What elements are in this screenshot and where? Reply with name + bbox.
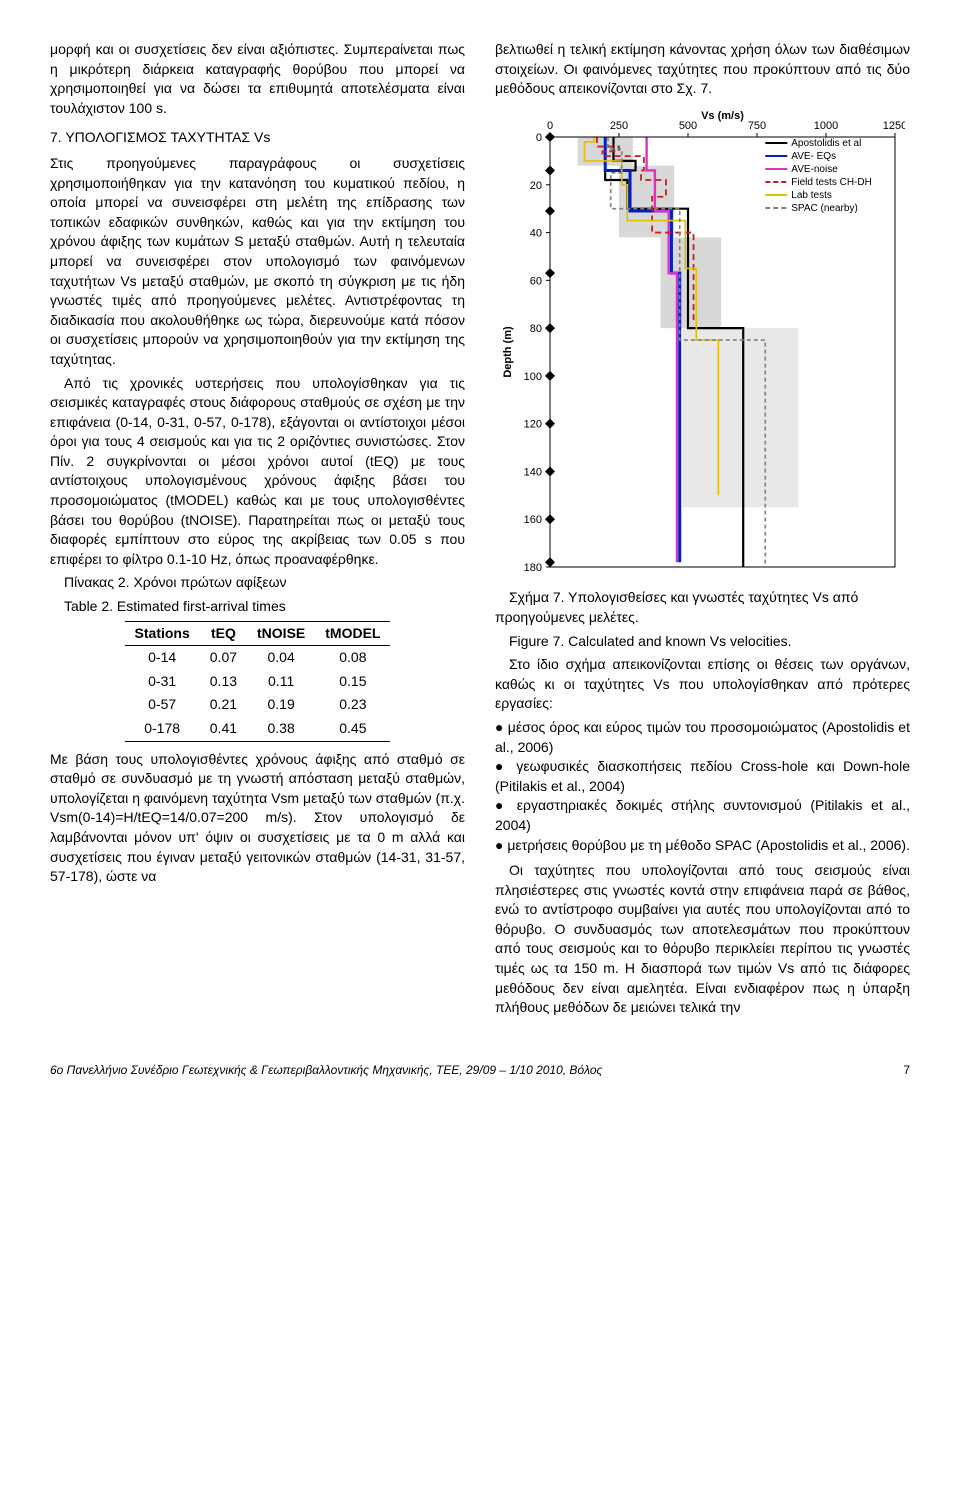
- table-cell: 0.45: [315, 717, 390, 741]
- table-2: Stations tEQ tNOISE tMODEL 0-140.070.040…: [125, 621, 391, 742]
- table-cell: 0.08: [315, 646, 390, 670]
- svg-text:SPAC (nearby): SPAC (nearby): [791, 203, 858, 214]
- page-number: 7: [903, 1062, 910, 1079]
- svg-text:0: 0: [536, 132, 542, 144]
- svg-text:Lab tests: Lab tests: [791, 190, 832, 201]
- table-cell: 0.11: [247, 670, 315, 694]
- svg-text:750: 750: [748, 120, 766, 132]
- left-p1: μορφή και οι συσχετίσεις δεν είναι αξιόπ…: [50, 40, 465, 118]
- left-p2: Στις προηγούμενες παραγράφους οι συσχετί…: [50, 154, 465, 370]
- bullet-item: μετρήσεις θορύβου με τη μέθοδο SPAC (Apo…: [495, 836, 910, 856]
- table-cell: 0.38: [247, 717, 315, 741]
- svg-text:Vs (m/s): Vs (m/s): [701, 110, 744, 122]
- figure-7-caption-el: Σχήμα 7. Υπολογισθείσες και γνωστές ταχύ…: [495, 588, 910, 627]
- table-cell: 0.13: [200, 670, 247, 694]
- right-column: βελτιωθεί η τελική εκτίμηση κάνοντας χρή…: [495, 40, 910, 1022]
- right-p3: Οι ταχύτητες που υπολογίζονται από τους …: [495, 861, 910, 1018]
- svg-text:AVE- EQs: AVE- EQs: [791, 151, 836, 162]
- svg-text:140: 140: [524, 466, 542, 478]
- table-row: 0-140.070.040.08: [125, 646, 391, 670]
- svg-text:250: 250: [610, 120, 628, 132]
- svg-text:20: 20: [530, 180, 542, 192]
- svg-text:40: 40: [530, 227, 542, 239]
- table2-title-el: Πίνακας 2. Χρόνοι πρώτων αφίξεων: [50, 573, 465, 593]
- table-cell: 0-14: [125, 646, 200, 670]
- table-cell: 0.23: [315, 693, 390, 717]
- svg-text:120: 120: [524, 418, 542, 430]
- bullet-item: μέσος όρος και εύρος τιμών του προσο­μοι…: [495, 718, 910, 757]
- vs-depth-chart: Vs (m/s) 0 250 500 750 1000 1250 0 20 40 60 80 100 12…: [495, 107, 905, 577]
- table-cell: 0.04: [247, 646, 315, 670]
- table-row: 0-570.210.190.23: [125, 693, 391, 717]
- bullet-item: γεωφυσικές διασκοπήσεις πεδίου Cross-hol…: [495, 757, 910, 796]
- table-cell: 0-31: [125, 670, 200, 694]
- th-tmodel: tMODEL: [315, 621, 390, 646]
- table-cell: 0.21: [200, 693, 247, 717]
- svg-text:AVE-noise: AVE-noise: [791, 164, 838, 175]
- bullet-list: μέσος όρος και εύρος τιμών του προσο­μοι…: [495, 718, 910, 855]
- bullet-item: εργαστηριακές δοκιμές στήλης συντονισμού…: [495, 796, 910, 835]
- svg-text:1000: 1000: [814, 120, 838, 132]
- svg-text:Field tests CH-DH: Field tests CH-DH: [791, 177, 872, 188]
- figure-7-caption-en: Figure 7. Calculated and known Vs veloci…: [495, 632, 910, 652]
- table-row: 0-1780.410.380.45: [125, 717, 391, 741]
- th-tnoise: tNOISE: [247, 621, 315, 646]
- table-cell: 0.41: [200, 717, 247, 741]
- table-cell: 0-178: [125, 717, 200, 741]
- svg-text:180: 180: [524, 562, 542, 574]
- svg-text:100: 100: [524, 371, 542, 383]
- svg-text:60: 60: [530, 275, 542, 287]
- table2-title-en: Table 2. Estimated first-arrival times: [50, 597, 465, 617]
- right-p2: Στο ίδιο σχήμα απεικονίζονται επίσης οι …: [495, 655, 910, 714]
- page-footer: 6ο Πανελλήνιο Συνέδριο Γεωτεχνικής & Γεω…: [50, 1062, 910, 1079]
- table-cell: 0.07: [200, 646, 247, 670]
- th-stations: Stations: [125, 621, 200, 646]
- table-cell: 0-57: [125, 693, 200, 717]
- table-row: 0-310.130.110.15: [125, 670, 391, 694]
- table-cell: 0.19: [247, 693, 315, 717]
- figure-7-chart: Vs (m/s) 0 250 500 750 1000 1250 0 20 40 60 80 100 12…: [495, 107, 910, 583]
- svg-text:500: 500: [679, 120, 697, 132]
- svg-text:80: 80: [530, 323, 542, 335]
- svg-text:Apostolidis et al: Apostolidis et al: [791, 138, 861, 149]
- left-p4: Με βάση τους υπολογισθέντες χρόνους άφιξ…: [50, 750, 465, 887]
- svg-text:0: 0: [547, 120, 553, 132]
- section-7-heading: 7. ΥΠΟΛΟΓΙΣΜΟΣ ΤΑΧΥΤΗΤΑΣ Vs: [50, 128, 465, 148]
- svg-text:Depth (m): Depth (m): [502, 326, 514, 378]
- left-p3: Από τις χρονικές υστερήσεις που υπολογίσ…: [50, 374, 465, 570]
- footer-text: 6ο Πανελλήνιο Συνέδριο Γεωτεχνικής & Γεω…: [50, 1062, 602, 1079]
- svg-text:1250: 1250: [883, 120, 905, 132]
- table-cell: 0.15: [315, 670, 390, 694]
- th-teq: tEQ: [200, 621, 247, 646]
- left-column: μορφή και οι συσχετίσεις δεν είναι αξιόπ…: [50, 40, 465, 1022]
- svg-text:160: 160: [524, 514, 542, 526]
- right-p1: βελτιωθεί η τελική εκτίμηση κάνοντας χρή…: [495, 40, 910, 99]
